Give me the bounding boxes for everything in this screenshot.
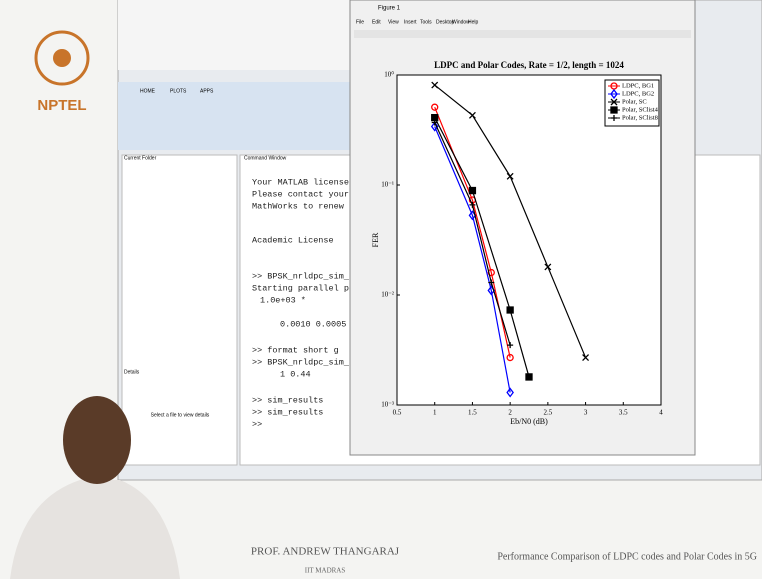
x-tick-label: 2.5 — [543, 409, 552, 417]
console-line: >> sim_results — [252, 395, 323, 405]
x-tick-label: 3.5 — [619, 409, 628, 417]
x-tick-label: 1.5 — [468, 409, 477, 417]
tab: PLOTS — [170, 88, 187, 94]
x-axis-label: Eb/N0 (dB) — [510, 417, 548, 426]
logo-core — [53, 49, 71, 67]
console-line: 0.0010 0.0005 0. — [280, 319, 362, 329]
legend-label: LDPC, BG1 — [622, 82, 654, 89]
legend-label: Polar, SClist8 — [622, 114, 658, 121]
menu-item: Edit — [372, 19, 381, 25]
figure-toolbar — [354, 30, 691, 38]
y-tick-label: 10⁻¹ — [381, 181, 394, 189]
y-tick-label: 10⁻² — [381, 291, 394, 299]
console-line: >> sim_results — [252, 407, 323, 417]
y-axis-label: FER — [371, 232, 380, 247]
console-line: Academic License — [252, 235, 334, 245]
console-line: >> — [252, 419, 262, 429]
current-folder-panel — [122, 155, 237, 465]
console-line: MathWorks to renew thi — [252, 201, 364, 211]
menu-item: File — [356, 19, 364, 25]
x-tick-label: 3 — [584, 409, 588, 417]
console-line: Please contact your sy — [252, 189, 364, 199]
menu-item: View — [388, 19, 399, 25]
data-point — [469, 188, 475, 194]
x-tick-label: 1 — [433, 409, 437, 417]
screen: NPTEL HOME PLOTS APPS Current Folder Det… — [0, 0, 762, 579]
x-tick-label: 2 — [508, 409, 512, 417]
editor-toolbar — [118, 0, 358, 70]
lecture-title: Performance Comparison of LDPC codes and… — [497, 551, 757, 562]
chart-title: LDPC and Polar Codes, Rate = 1/2, length… — [434, 60, 624, 70]
y-tick-label: 10⁰ — [384, 71, 394, 79]
legend-label: Polar, SC — [622, 98, 647, 105]
scene: NPTEL HOME PLOTS APPS Current Folder Det… — [0, 0, 762, 579]
institute: IIT MADRAS — [305, 567, 346, 575]
presenter-head — [63, 396, 131, 484]
menu-item: Tools — [420, 19, 432, 25]
y-tick-label: 10⁻³ — [381, 401, 394, 409]
logo-text: NPTEL — [37, 97, 86, 114]
panel-title: Current Folder — [124, 155, 157, 161]
speaker: PROF. ANDREW THANGARAJ — [251, 546, 400, 558]
x-tick-label: 4 — [659, 409, 663, 417]
figure-title: Figure 1 — [378, 6, 401, 12]
menu-item: Help — [468, 19, 479, 25]
tab: APPS — [200, 88, 214, 94]
console-line: >> format short g — [252, 345, 339, 355]
hint: Select a file to view details — [151, 412, 210, 418]
data-point — [507, 307, 513, 313]
menu-item: Insert — [404, 19, 417, 25]
panel-title: Details — [124, 369, 140, 375]
tab: HOME — [140, 88, 156, 94]
legend-label: Polar, SClist4 — [622, 106, 659, 113]
data-point — [611, 107, 617, 113]
console-line: 1.0e+03 * — [260, 295, 306, 305]
legend-label: LDPC, BG2 — [622, 90, 654, 97]
console-line: Your MATLAB license wi — [252, 177, 364, 187]
x-tick-label: 0.5 — [393, 409, 402, 417]
data-point — [526, 374, 532, 380]
console-line: 1 0.44 — [280, 369, 311, 379]
presenter-shirt — [10, 480, 180, 579]
panel-title: Command Window — [244, 155, 287, 161]
